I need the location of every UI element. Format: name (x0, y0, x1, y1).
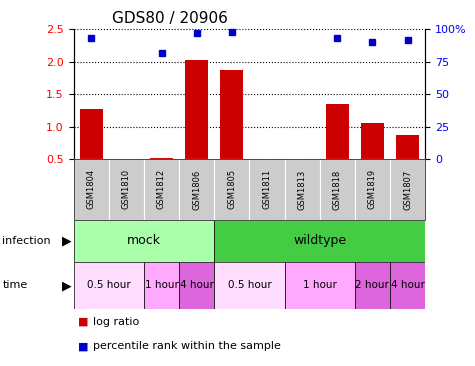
Bar (74, 262, 144, 309)
Bar (220, 70, 243, 159)
Text: GSM1810: GSM1810 (122, 169, 131, 209)
Bar (326, 104, 349, 159)
Bar (214, 220, 425, 262)
Text: ▶: ▶ (62, 234, 71, 247)
Text: infection: infection (2, 236, 51, 246)
Text: ■: ■ (78, 341, 89, 351)
Text: GSM1812: GSM1812 (157, 169, 166, 209)
Bar (80, 109, 103, 159)
Bar (214, 262, 285, 309)
Bar (355, 262, 390, 309)
Bar (179, 262, 214, 309)
Text: 1 hour: 1 hour (303, 280, 337, 291)
Text: 1 hour: 1 hour (144, 280, 179, 291)
Text: 0.5 hour: 0.5 hour (228, 280, 271, 291)
Text: GSM1806: GSM1806 (192, 169, 201, 209)
Bar (144, 262, 179, 309)
Bar (74, 220, 214, 262)
Text: GSM1811: GSM1811 (263, 169, 271, 209)
Text: GSM1805: GSM1805 (228, 169, 236, 209)
Text: mock: mock (127, 234, 161, 247)
Text: ■: ■ (78, 317, 89, 326)
Bar (285, 262, 355, 309)
Text: GDS80 / 20906: GDS80 / 20906 (112, 11, 228, 26)
Text: log ratio: log ratio (93, 317, 139, 326)
Text: 0.5 hour: 0.5 hour (87, 280, 131, 291)
Text: GSM1813: GSM1813 (298, 169, 306, 209)
Bar (150, 158, 173, 159)
Text: 4 hour: 4 hour (180, 280, 214, 291)
Bar (185, 60, 208, 159)
Text: 4 hour: 4 hour (390, 280, 425, 291)
Bar (361, 123, 384, 159)
Text: ▶: ▶ (62, 279, 71, 292)
Text: GSM1804: GSM1804 (87, 169, 95, 209)
Text: 2 hour: 2 hour (355, 280, 390, 291)
Text: wildtype: wildtype (293, 234, 346, 247)
Text: time: time (2, 280, 28, 291)
Text: GSM1819: GSM1819 (368, 169, 377, 209)
Text: GSM1818: GSM1818 (333, 169, 342, 209)
Bar (390, 262, 425, 309)
Text: percentile rank within the sample: percentile rank within the sample (93, 341, 281, 351)
Bar (396, 135, 419, 159)
Text: GSM1807: GSM1807 (403, 169, 412, 209)
